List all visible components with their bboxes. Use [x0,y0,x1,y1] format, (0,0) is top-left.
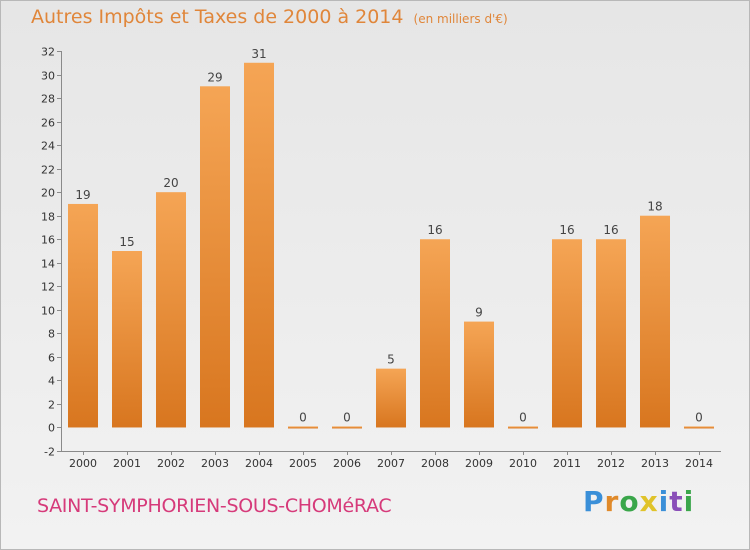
bar-value-label: 20 [163,176,178,190]
bar-value-label: 31 [251,47,266,61]
y-tick-label: 18 [41,211,55,224]
bar-2002 [156,192,186,428]
y-tick-label: 10 [41,305,55,318]
bar-value-label: 29 [207,70,222,84]
y-tick-label: 8 [48,328,55,341]
bar-2008 [420,239,450,428]
y-tick-label: 32 [41,46,55,59]
bar-2004 [244,62,274,428]
town-name: SAINT-SYMPHORIEN-SOUS-CHOMéRAC [37,495,392,517]
bar-2013 [640,215,670,428]
x-tick-label: 2003 [201,457,229,470]
bar-2009 [464,321,494,428]
y-tick-label: 6 [48,352,55,365]
logo-letter: x [639,485,659,518]
bar-value-label: 16 [603,223,618,237]
y-tick-label: 2 [48,399,55,412]
x-tick-label: 2001 [113,457,141,470]
x-tick-label: 2009 [465,457,493,470]
chart-title: Autres Impôts et Taxes de 2000 à 2014 (e… [31,6,508,28]
bar-2006 [332,426,362,429]
x-tick-label: 2000 [69,457,97,470]
bar-value-label: 18 [647,200,662,214]
y-tick-label: 16 [41,234,55,247]
bar-value-label: 16 [559,223,574,237]
x-tick-label: 2007 [377,457,405,470]
x-tick-label: 2010 [509,457,537,470]
logo-letter: i [683,485,695,518]
bar-2012 [596,239,626,428]
bar-value-label: 19 [75,188,90,202]
bar-value-label: 0 [343,410,351,424]
bar-value-label: 9 [475,306,483,320]
bar-2001 [112,251,142,428]
logo-letter: r [604,485,620,518]
bar-value-label: 5 [387,353,395,367]
y-tick-label: 28 [41,93,55,106]
bar-2011 [552,239,582,428]
bar-value-label: 15 [119,235,134,249]
y-tick-label: 20 [41,187,55,200]
y-tick-label: 14 [41,258,55,271]
x-tick-label: 2011 [553,457,581,470]
bar-value-label: 0 [695,410,703,424]
logo-letter: t [669,485,684,518]
bar-2007 [376,368,406,428]
y-tick-label: 24 [41,140,55,153]
x-tick-label: 2008 [421,457,449,470]
bar-value-label: 16 [427,223,442,237]
logo-letter: P [583,485,605,518]
x-tick-label: 2004 [245,457,273,470]
logo-letter: i [658,485,670,518]
bar-2003 [200,86,230,428]
x-tick-label: 2005 [289,457,317,470]
x-tick-label: 2002 [157,457,185,470]
y-tick-label: 4 [48,375,55,388]
logo-letter: o [619,485,640,518]
bar-2010 [508,426,538,429]
y-tick-label: 0 [48,422,55,435]
chart-title-text: Autres Impôts et Taxes de 2000 à 2014 [31,6,404,28]
proxiti-logo: Proxiti [583,485,694,518]
y-tick-label: 30 [41,70,55,83]
y-tick-label: -2 [44,446,55,459]
y-tick-label: 26 [41,117,55,130]
x-tick-label: 2014 [685,457,713,470]
x-tick-label: 2006 [333,457,361,470]
chart-unit: (en milliers d'€) [413,12,508,26]
bar-2005 [288,426,318,429]
y-tick-label: 12 [41,281,55,294]
bar-value-label: 0 [519,410,527,424]
y-tick-label: 22 [41,164,55,177]
x-tick-label: 2013 [641,457,669,470]
x-tick-label: 2012 [597,457,625,470]
bar-value-label: 0 [299,410,307,424]
bar-2000 [68,203,98,428]
bar-2014 [684,426,714,429]
